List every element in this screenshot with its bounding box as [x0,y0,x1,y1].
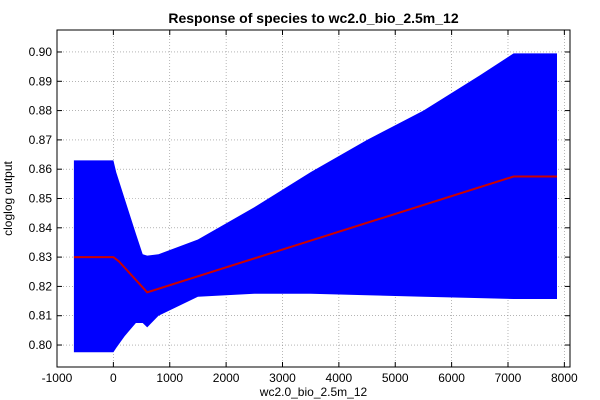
x-tick-label: 2000 [213,371,240,385]
uncertainty-band [73,53,558,353]
x-tick-label: 0 [110,371,117,385]
y-tick-label: 0.83 [29,250,53,264]
y-tick-label: 0.85 [29,192,53,206]
y-tick-label: 0.90 [29,45,53,59]
x-tick-label: 4000 [326,371,353,385]
x-tick-label: 1000 [156,371,183,385]
y-tick-label: 0.89 [29,74,53,88]
y-tick-label: 0.86 [29,162,53,176]
y-axis-label: cloglog output [1,160,15,235]
x-tick-label: 6000 [438,371,465,385]
plot-area [73,53,558,353]
x-tick-label: 3000 [269,371,296,385]
y-tick-label: 0.88 [29,104,53,118]
plot-frame [56,29,571,368]
x-axis-label: wc2.0_bio_2.5m_12 [259,385,368,399]
y-tick-label: 0.87 [29,133,53,147]
y-tick-label: 0.84 [29,221,53,235]
x-tick-label: 7000 [495,371,522,385]
mean-response-line [73,175,557,294]
y-tick-label: 0.80 [29,338,53,352]
chart-title: Response of species to wc2.0_bio_2.5m_12 [168,10,458,26]
x-axis-ticks: -1000 0 1000 2000 3000 4000 5000 6000 7000 8000 [42,30,578,385]
y-tick-label: 0.82 [29,279,53,293]
x-tick-label: -1000 [42,371,73,385]
x-tick-label: 8000 [551,371,578,385]
y-tick-label: 0.81 [29,309,53,323]
x-tick-label: 5000 [382,371,409,385]
y-axis-ticks: 0.80 0.81 0.82 0.83 0.84 0.85 0.86 0.87 0.88 0.89… [29,45,570,352]
